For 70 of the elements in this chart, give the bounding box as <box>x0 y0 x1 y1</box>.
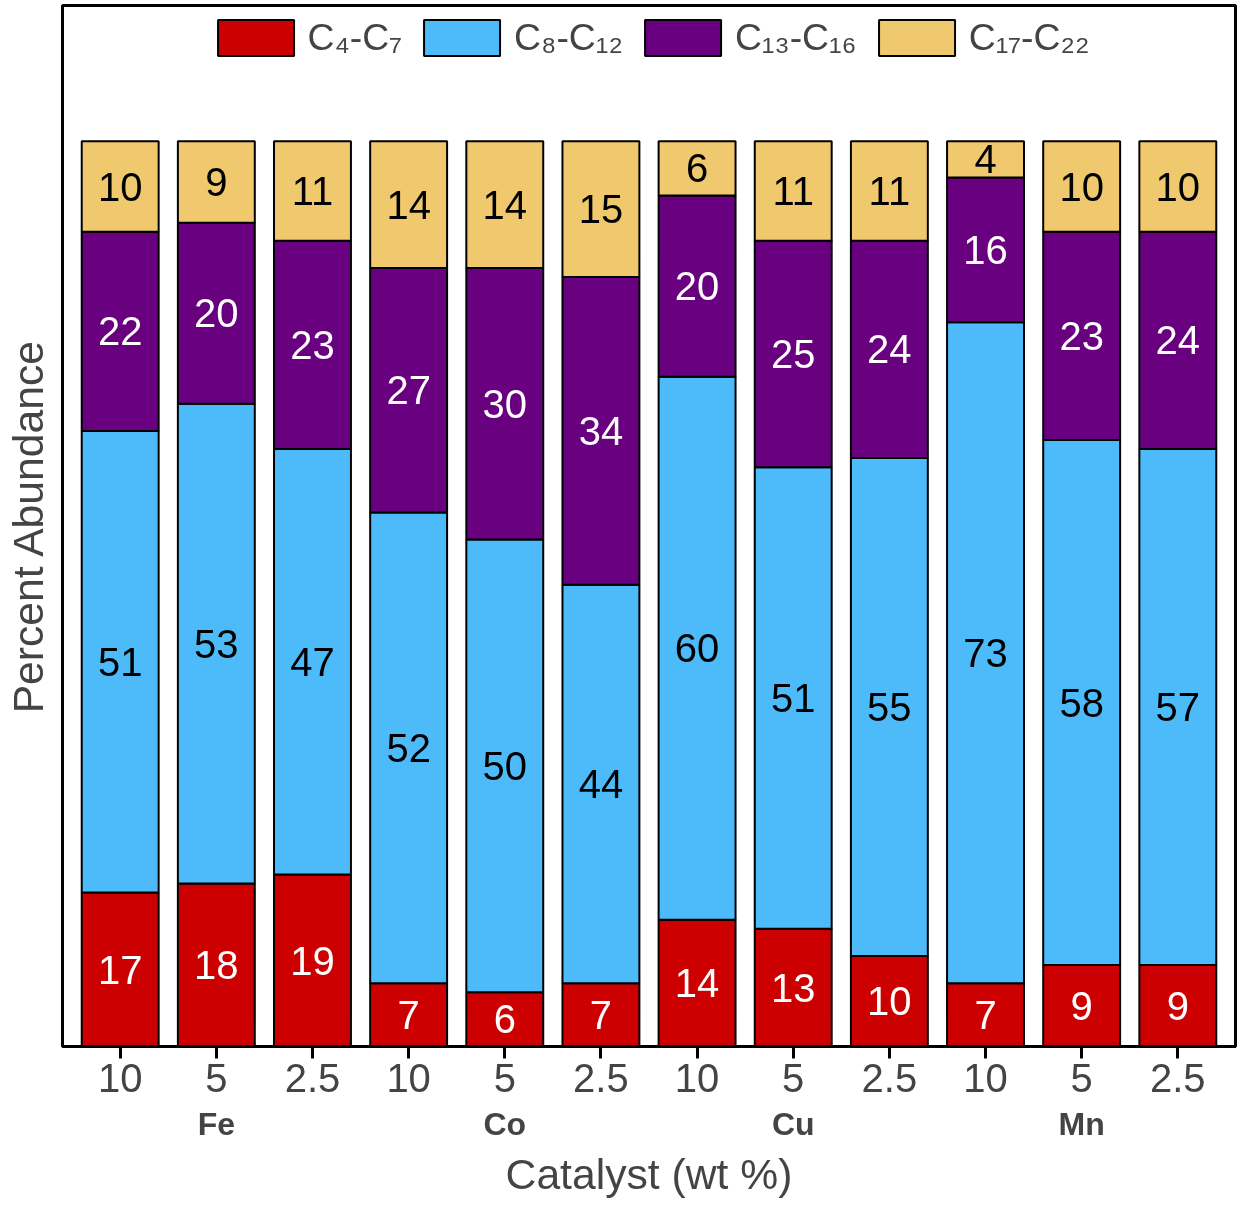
x-tick-label: 10 <box>963 1055 1008 1100</box>
data-label: 73 <box>963 630 1008 675</box>
data-label: 6 <box>493 997 516 1042</box>
data-label: 15 <box>578 187 624 232</box>
x-tick-label: 5 <box>205 1055 228 1100</box>
data-label: 34 <box>578 408 624 453</box>
data-label: 16 <box>963 227 1008 272</box>
legend-label: C₈-C₁₂ <box>513 16 623 59</box>
text: Fe <box>197 1105 236 1142</box>
data-label: 57 <box>1155 685 1201 730</box>
text: Co <box>483 1105 527 1142</box>
data-label: 14 <box>674 961 720 1006</box>
data-label: 52 <box>386 725 431 770</box>
data-label: 7 <box>589 992 613 1037</box>
data-label: 23 <box>290 322 335 367</box>
x-tick-label: 2.5 <box>284 1055 341 1100</box>
x-axis-title: Catalyst (wt %) <box>505 1149 793 1198</box>
data-label: 4 <box>974 137 997 182</box>
y-axis-title: Percent Abundance <box>3 340 52 714</box>
x-tick-label: 10 <box>97 1055 143 1100</box>
data-label: 23 <box>1059 313 1104 358</box>
data-label: 7 <box>974 992 997 1037</box>
data-label: 51 <box>770 675 816 720</box>
data-label: 13 <box>770 965 816 1010</box>
x-tick-label: 5 <box>782 1055 805 1100</box>
data-label: 20 <box>674 264 720 309</box>
x-tick-label: 10 <box>674 1055 720 1100</box>
legend-label: C₄-C₇ <box>307 16 402 59</box>
x-tick-label: 2.5 <box>1150 1055 1206 1100</box>
x-tick-label: 5 <box>1070 1055 1093 1100</box>
data-label: 14 <box>482 182 528 227</box>
data-label: 20 <box>194 291 239 336</box>
data-label: 24 <box>1155 318 1201 363</box>
data-label: 30 <box>482 381 528 426</box>
data-label: 10 <box>1059 164 1104 209</box>
data-label: 24 <box>867 327 912 372</box>
data-label: 53 <box>194 621 239 666</box>
data-label: 19 <box>290 938 335 983</box>
data-label: 44 <box>578 761 624 806</box>
data-label: 11 <box>291 169 334 214</box>
x-tick-label: 2.5 <box>861 1055 918 1100</box>
text: Cu <box>771 1105 815 1142</box>
data-label: 9 <box>205 160 228 205</box>
data-label: 17 <box>97 947 143 992</box>
data-label: 25 <box>770 332 816 377</box>
data-label: 10 <box>867 979 912 1024</box>
data-label: 47 <box>290 639 335 684</box>
x-tick-label: 5 <box>493 1055 516 1100</box>
data-label: 9 <box>1070 983 1093 1028</box>
data-label: 9 <box>1166 983 1189 1028</box>
data-label: 55 <box>867 685 912 730</box>
x-tick-label: 2.5 <box>573 1055 629 1100</box>
data-label: 10 <box>97 164 143 209</box>
data-label: 10 <box>1155 164 1201 209</box>
data-label: 27 <box>386 368 431 413</box>
data-label: 58 <box>1059 680 1104 725</box>
data-label: 51 <box>97 639 143 684</box>
data-label: 60 <box>674 626 720 671</box>
data-label: 14 <box>386 182 431 227</box>
text: Mn <box>1058 1105 1105 1142</box>
legend-label: C₁₃-C₁₆ <box>734 16 857 59</box>
data-label: 50 <box>482 743 528 788</box>
data-label: 7 <box>397 992 420 1037</box>
x-tick-label: 10 <box>386 1055 431 1100</box>
data-label: 18 <box>194 943 239 988</box>
data-label: 22 <box>97 309 143 354</box>
data-label: 6 <box>685 146 709 191</box>
legend-label: C₁₇-C₂₂ <box>968 16 1090 59</box>
data-label: 11 <box>868 169 911 214</box>
data-label: 11 <box>772 169 814 214</box>
